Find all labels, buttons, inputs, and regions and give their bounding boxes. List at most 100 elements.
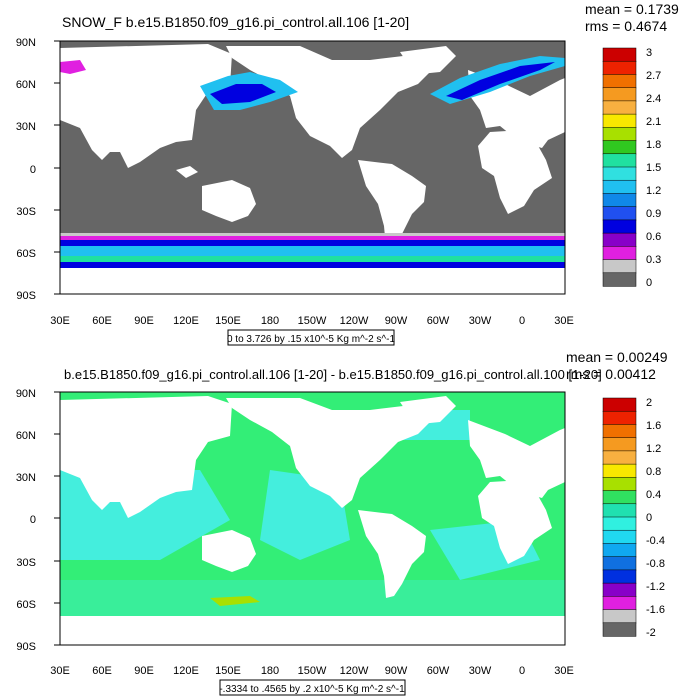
panel-2-lon-labels: 30E 60E 90E 120E 150E 180 150W 120W 90W …	[50, 665, 574, 677]
lon-label: 30E	[50, 315, 70, 327]
panel-1-title: SNOW_F b.e15.B1850.f09_g16.pi_control.al…	[62, 14, 409, 30]
lat-label-90s: 90S	[16, 641, 36, 653]
snow-band-south	[60, 262, 565, 268]
colorbar-swatch	[602, 140, 637, 155]
colorbar-label: 2.7	[646, 70, 661, 82]
land-masses-diff	[60, 396, 565, 645]
panel-1-lon-labels: 30E 60E 90E 120E 150E 180 150W 120W 90W …	[50, 315, 574, 327]
panel-1-range-label: 0 to 3.726 by .15 x10^-5 Kg m^-2 s^-1	[227, 334, 395, 345]
panel-1-map	[60, 41, 565, 294]
colorbar-swatch	[602, 410, 637, 426]
lon-label: 150W	[298, 315, 327, 327]
snow-north-atlantic-core	[446, 62, 555, 100]
land-australia	[202, 530, 256, 572]
colorbar-swatch	[602, 450, 637, 465]
colorbar-swatch	[602, 424, 637, 439]
colorbar-label: 1.2	[646, 443, 661, 455]
panel-1-colorbar: 3 2.7 2.4 2.1 1.8 1.5 1.2 0.9 0.6 0.3 0	[602, 47, 661, 289]
colorbar-swatch	[602, 463, 637, 478]
lon-label: 60W	[427, 315, 450, 327]
panel-2-mean: mean = 0.00249	[566, 349, 668, 365]
colorbar-swatch	[602, 127, 637, 142]
lat-label-90s: 90S	[16, 290, 36, 302]
panel-1-rms: rms = 0.4674	[585, 18, 667, 34]
lat-label-0: 0	[30, 514, 36, 526]
colorbar-label: 1.2	[646, 185, 661, 197]
lon-label: 120E	[173, 315, 199, 327]
lon-label: 90W	[385, 315, 408, 327]
colorbar-swatch	[602, 166, 637, 181]
lon-label: 30E	[554, 665, 574, 677]
snow-band-core	[60, 256, 565, 262]
lon-label: 30E	[50, 665, 70, 677]
panel-2: b.e15.B1850.f09_g16.pi_control.all.106 […	[16, 349, 668, 696]
lon-label: 90E	[134, 665, 154, 677]
panel-1-range-box	[227, 329, 395, 346]
lon-label: 30W	[469, 315, 492, 327]
land-north-america	[226, 46, 432, 158]
colorbar-label: -2	[646, 627, 656, 639]
lat-label-30s: 30S	[16, 206, 36, 218]
lat-label-90n: 90N	[16, 37, 36, 49]
panel-2-map	[60, 392, 565, 645]
colorbar-swatch	[602, 490, 637, 505]
colorbar-label: 2.1	[646, 116, 661, 128]
lat-label-0: 0	[30, 164, 36, 176]
snow-northwest	[60, 60, 86, 74]
colorbar-label: 0.8	[646, 466, 661, 478]
colorbar-swatch	[602, 87, 637, 102]
colorbar-label: 0	[646, 277, 652, 289]
land-australia	[202, 180, 256, 222]
panel-2-rms: rms = 0.00412	[566, 366, 656, 382]
snow-north-pacific-core	[210, 84, 276, 104]
lon-label: 0	[519, 315, 525, 327]
colorbar-swatch	[602, 259, 637, 274]
snow-band-outer	[60, 236, 565, 240]
snow-band-mid	[60, 246, 565, 256]
colorbar-swatch	[602, 477, 637, 492]
land-eurasia	[60, 396, 232, 518]
snow-bands	[60, 56, 565, 268]
colorbar-swatch	[602, 272, 637, 287]
diff-positive-patch	[210, 596, 260, 606]
lon-label: 120E	[173, 665, 199, 677]
land-africa	[478, 480, 552, 564]
panel-1-lat-labels: 90N 60N 30N 0 30S 60S 90S	[16, 37, 60, 302]
colorbar-swatch	[602, 100, 637, 115]
colorbar-swatch	[602, 47, 637, 62]
lon-label: 120W	[340, 315, 369, 327]
lon-label: 150W	[298, 665, 327, 677]
lon-label: 30E	[554, 315, 574, 327]
colorbar-swatch	[602, 437, 637, 452]
land-antarctica	[60, 268, 565, 294]
snow-band-deep	[60, 240, 565, 246]
lon-label: 30W	[469, 665, 492, 677]
colorbar-swatch	[602, 60, 637, 76]
land-antarctica	[60, 616, 565, 645]
colorbar-label: -0.4	[646, 535, 665, 547]
colorbar-swatch	[602, 74, 637, 89]
colorbar-swatch	[602, 206, 637, 221]
panel-1-mean: mean = 0.1739	[585, 1, 679, 17]
snow-band-edge	[60, 233, 565, 236]
colorbar-swatch	[602, 113, 637, 128]
colorbar-swatch	[602, 397, 637, 412]
land-europe	[468, 420, 565, 498]
colorbar-label: 1.8	[646, 139, 661, 151]
lon-label: 60E	[92, 315, 112, 327]
colorbar-label: -1.2	[646, 581, 665, 593]
colorbar-label: 0.4	[646, 489, 661, 501]
lon-label: 90W	[385, 665, 408, 677]
colorbar-swatch	[602, 516, 637, 531]
colorbar-swatch	[602, 569, 637, 584]
colorbar-swatch	[602, 503, 637, 518]
lon-label: 60W	[427, 665, 450, 677]
land-eurasia	[60, 44, 232, 168]
lat-label-60s: 60S	[16, 248, 36, 260]
lon-label: 90E	[134, 315, 154, 327]
land-south-america	[358, 160, 426, 248]
colorbar-swatch	[602, 556, 637, 571]
lat-label-60s: 60S	[16, 599, 36, 611]
colorbar-label: 1.5	[646, 162, 661, 174]
